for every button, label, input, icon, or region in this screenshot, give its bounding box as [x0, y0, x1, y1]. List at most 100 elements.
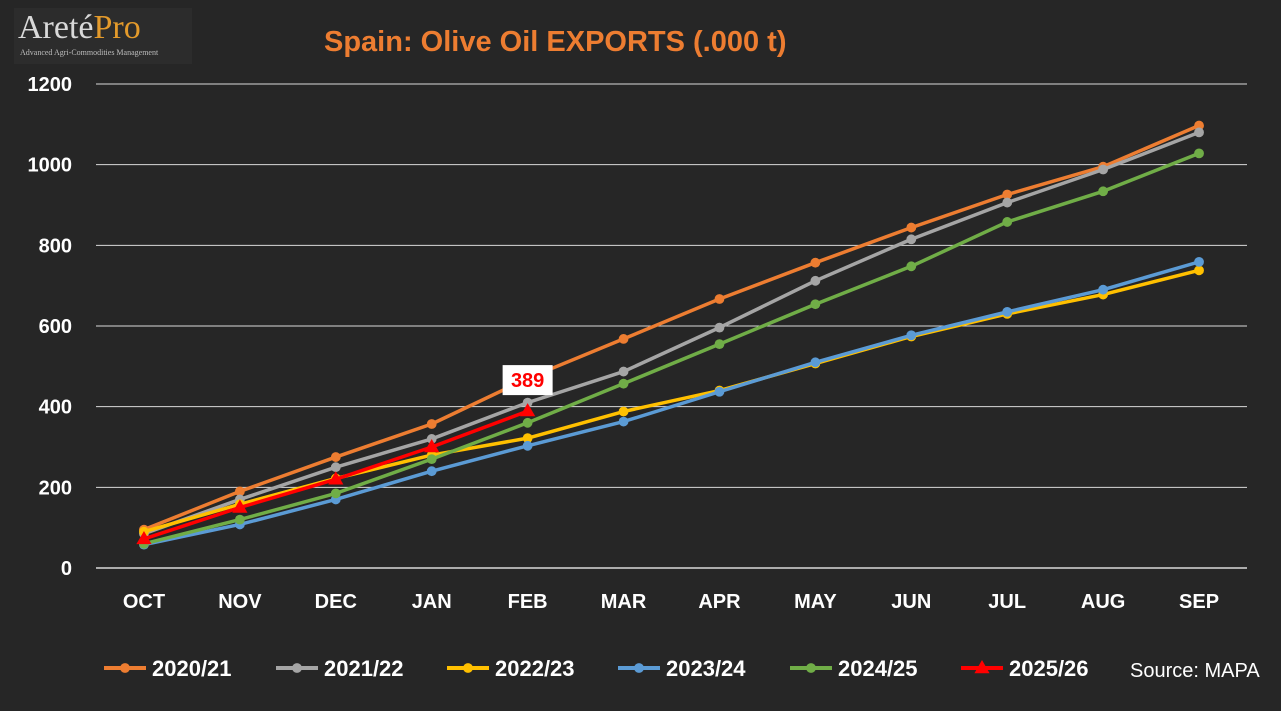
data-point	[330, 452, 341, 462]
data-point	[714, 322, 725, 333]
x-tick-label: MAR	[601, 591, 647, 613]
legend-swatch-marker	[463, 663, 473, 673]
data-point	[1002, 197, 1013, 208]
legend-swatch-marker	[292, 663, 302, 673]
logo-tagline: Advanced Agri-Commodities Management	[20, 48, 159, 57]
data-point	[1098, 186, 1109, 197]
data-point	[618, 334, 629, 344]
data-point	[714, 339, 725, 350]
series-line	[143, 151, 1200, 546]
x-tick-label: JUN	[891, 591, 931, 613]
logo-word-b: Pro	[93, 9, 141, 46]
data-point	[810, 275, 821, 286]
data-point	[618, 366, 629, 377]
data-point	[618, 378, 629, 389]
y-tick-label: 800	[39, 235, 72, 257]
data-point	[1002, 217, 1013, 227]
data-point	[330, 462, 341, 473]
data-point	[906, 330, 917, 341]
data-point	[714, 386, 725, 397]
legend-swatch-marker	[120, 663, 130, 673]
data-point	[1098, 164, 1109, 175]
x-tick-label: NOV	[218, 591, 262, 613]
x-tick-label: OCT	[123, 591, 165, 613]
data-point	[714, 294, 725, 304]
series-lines	[136, 120, 1204, 550]
data-point	[522, 433, 533, 444]
annotations: 389	[502, 365, 553, 396]
data-point	[906, 261, 917, 272]
data-point	[522, 417, 533, 428]
data-point	[1002, 306, 1013, 317]
data-point	[618, 416, 629, 427]
legend-label: 2023/24	[666, 656, 746, 681]
series-line	[143, 130, 1200, 536]
data-point	[328, 471, 344, 485]
x-tick-label: DEC	[315, 591, 357, 613]
aretepro-logo: AretéPro Advanced Agri-Commodities Manag…	[14, 8, 192, 64]
series-2021-22	[139, 127, 1204, 539]
series-2023-24	[139, 256, 1204, 550]
data-label: 389	[511, 370, 544, 392]
legend-item-2024-25: 2024/25	[790, 656, 918, 681]
y-tick-label: 200	[39, 477, 72, 499]
y-tick-label: 0	[61, 558, 72, 580]
data-point	[1194, 148, 1204, 159]
data-point	[232, 499, 248, 513]
legend-swatch-marker	[634, 663, 644, 673]
x-tick-label: JUL	[988, 591, 1026, 613]
data-point	[1194, 256, 1204, 267]
series-line	[143, 123, 1200, 532]
x-tick-label: APR	[698, 591, 741, 613]
y-tick-label: 1200	[28, 74, 73, 96]
x-tick-label: AUG	[1081, 591, 1125, 613]
data-point	[426, 466, 437, 477]
legend-label: 2021/22	[324, 656, 404, 681]
y-tick-label: 1000	[28, 155, 73, 177]
chart-title: Spain: Olive Oil EXPORTS (.000 t)	[324, 26, 787, 58]
legend-swatch-marker	[974, 660, 990, 674]
legend-item-2022-23: 2022/23	[447, 656, 575, 681]
x-axis: OCT NOV DEC JAN FEB MAR APR MAY JUN JUL AUG SEP	[96, 567, 1247, 613]
legend-item-2025-26: 2025/26	[961, 656, 1089, 681]
x-tick-label: JAN	[412, 591, 452, 613]
y-tick-label: 400	[39, 397, 72, 419]
grid-lines	[96, 83, 1247, 488]
y-tick-label: 600	[39, 316, 72, 338]
legend-item-2023-24: 2023/24	[618, 656, 746, 681]
data-point	[810, 299, 821, 310]
x-tick-label: MAY	[794, 591, 837, 613]
source-note: Source: MAPA	[1130, 660, 1260, 682]
data-point	[1194, 265, 1204, 276]
legend-label: 2025/26	[1009, 656, 1089, 681]
y-tick-labels: 0 200 400 600 800 1000 1200	[28, 74, 73, 580]
logo-wordmark: AretéPro	[18, 8, 141, 48]
x-tick-label: SEP	[1179, 591, 1219, 613]
data-point	[1194, 127, 1204, 138]
data-label-box	[502, 365, 553, 396]
data-point	[1194, 120, 1204, 131]
data-point	[618, 406, 629, 417]
data-point	[234, 514, 245, 525]
data-point	[810, 257, 821, 268]
data-point	[906, 222, 917, 233]
data-point	[1098, 284, 1109, 295]
logo-word-a: Areté	[18, 9, 94, 46]
series-2022-23	[139, 265, 1204, 537]
series-2020-21	[139, 120, 1204, 535]
legend-item-2021-22: 2021/22	[276, 656, 404, 681]
series-2025-26	[136, 403, 536, 545]
data-point	[424, 439, 440, 453]
data-point	[1002, 189, 1013, 200]
data-point	[522, 440, 533, 451]
data-point	[906, 234, 917, 245]
legend-label: 2024/25	[838, 656, 918, 681]
data-point	[330, 488, 341, 499]
legend-item-2020-21: 2020/21	[104, 656, 232, 681]
series-line	[143, 260, 1200, 547]
data-point	[426, 434, 437, 444]
x-tick-label: FEB	[508, 591, 548, 613]
legend-swatch-marker	[806, 663, 816, 673]
data-point	[426, 419, 437, 429]
